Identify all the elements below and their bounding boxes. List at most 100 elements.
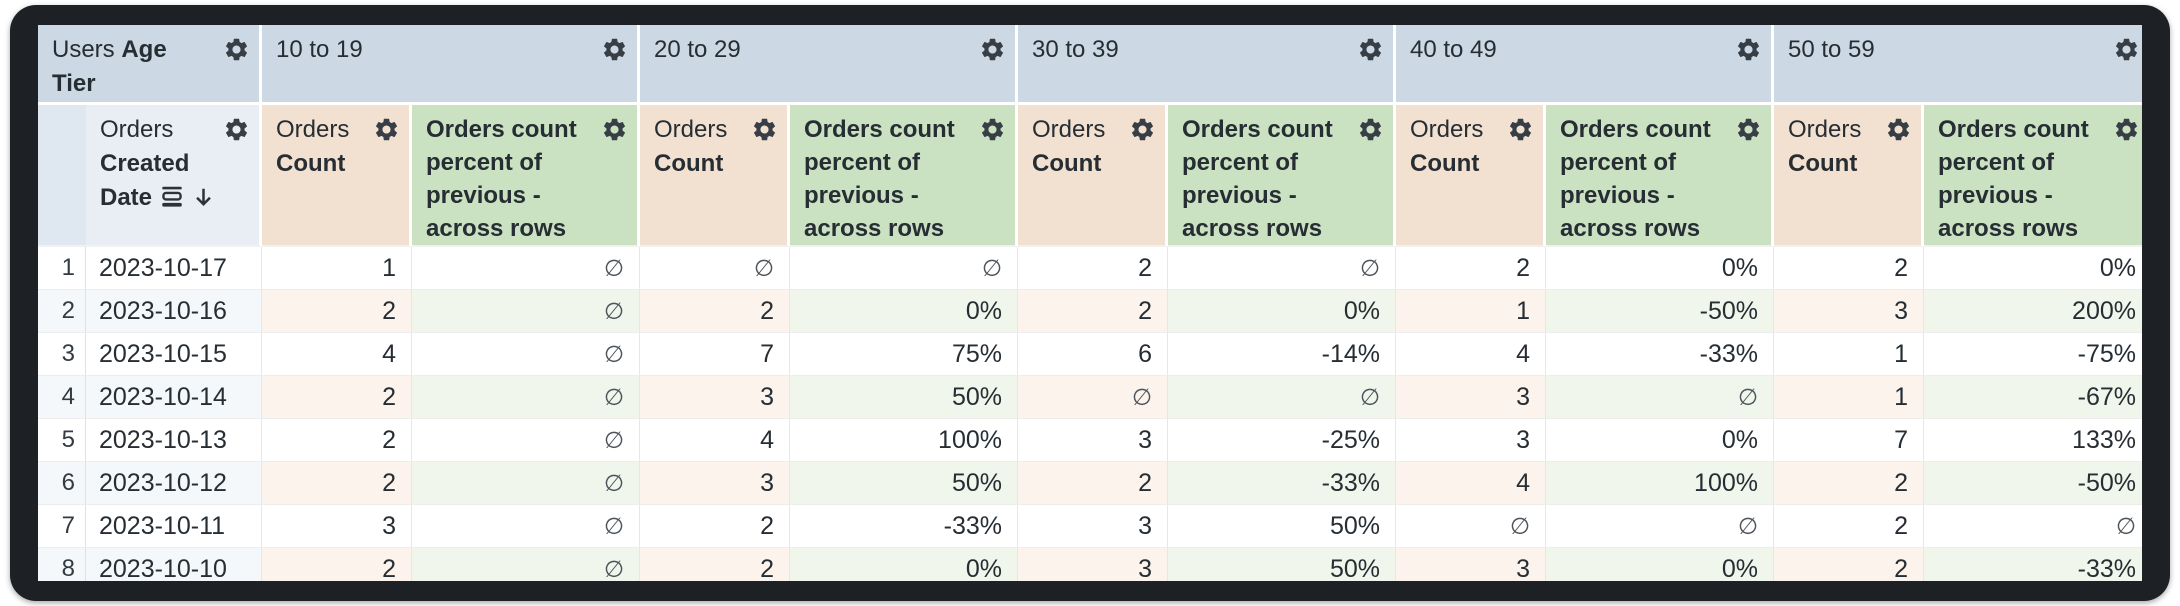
orders-count-cell[interactable]: 2 [1396, 247, 1546, 290]
table-calculation-header[interactable]: Orders count percent of previous - acros… [1546, 105, 1774, 247]
percent-of-previous-cell[interactable]: -33% [790, 505, 1018, 548]
orders-count-cell[interactable]: 3 [640, 462, 790, 505]
percent-of-previous-cell[interactable]: 133% [1924, 419, 2142, 462]
orders-count-cell[interactable]: 3 [1018, 419, 1168, 462]
gear-icon[interactable] [223, 116, 250, 143]
gear-icon[interactable] [1357, 36, 1384, 63]
orders-count-cell[interactable]: 3 [262, 505, 412, 548]
orders-count-cell[interactable]: 2 [1018, 290, 1168, 333]
orders-count-cell[interactable]: 3 [1018, 505, 1168, 548]
orders-count-cell[interactable]: 2 [262, 419, 412, 462]
percent-of-previous-cell[interactable]: ∅ [1168, 247, 1396, 290]
percent-of-previous-cell[interactable]: 0% [790, 290, 1018, 333]
percent-of-previous-cell[interactable]: ∅ [412, 462, 640, 505]
table-calculation-header[interactable]: Orders count percent of previous - acros… [412, 105, 640, 247]
orders-count-cell[interactable]: 2 [640, 290, 790, 333]
gear-icon[interactable] [1357, 116, 1384, 143]
percent-of-previous-cell[interactable]: -14% [1168, 333, 1396, 376]
gear-icon[interactable] [1735, 36, 1762, 63]
orders-count-cell[interactable]: 6 [1018, 333, 1168, 376]
percent-of-previous-cell[interactable]: 50% [1168, 505, 1396, 548]
measure-column-header[interactable]: Orders Count [1396, 105, 1546, 247]
percent-of-previous-cell[interactable]: 0% [1168, 290, 1396, 333]
percent-of-previous-cell[interactable]: -25% [1168, 419, 1396, 462]
date-cell[interactable]: 2023-10-10 [86, 548, 262, 581]
percent-of-previous-cell[interactable]: 50% [1168, 548, 1396, 581]
pivot-value-header[interactable]: 20 to 29 [640, 25, 1018, 105]
date-cell[interactable]: 2023-10-15 [86, 333, 262, 376]
gear-icon[interactable] [1507, 116, 1534, 143]
orders-count-cell[interactable]: 2 [640, 505, 790, 548]
percent-of-previous-cell[interactable]: ∅ [412, 247, 640, 290]
pivot-dimension-corner-header[interactable]: Users Age Tier (Integer) [38, 25, 262, 105]
measure-column-header[interactable]: Orders Count [640, 105, 790, 247]
orders-count-cell[interactable]: 2 [1774, 462, 1924, 505]
date-cell[interactable]: 2023-10-13 [86, 419, 262, 462]
percent-of-previous-cell[interactable]: 0% [790, 548, 1018, 581]
orders-count-cell[interactable]: 3 [1018, 548, 1168, 581]
orders-count-cell[interactable]: 4 [262, 333, 412, 376]
orders-count-cell[interactable]: 4 [1396, 462, 1546, 505]
gear-icon[interactable] [979, 36, 1006, 63]
pivot-value-header[interactable]: 50 to 59 [1774, 25, 2142, 105]
orders-count-cell[interactable]: 1 [1774, 376, 1924, 419]
orders-count-cell[interactable]: 2 [1774, 247, 1924, 290]
percent-of-previous-cell[interactable]: 100% [790, 419, 1018, 462]
orders-count-cell[interactable]: 2 [1774, 548, 1924, 581]
pivot-value-header[interactable]: 30 to 39 [1018, 25, 1396, 105]
date-cell[interactable]: 2023-10-11 [86, 505, 262, 548]
gear-icon[interactable] [1129, 116, 1156, 143]
gear-icon[interactable] [2113, 116, 2140, 143]
percent-of-previous-cell[interactable]: -33% [1546, 333, 1774, 376]
date-cell[interactable]: 2023-10-14 [86, 376, 262, 419]
date-cell[interactable]: 2023-10-17 [86, 247, 262, 290]
orders-count-cell[interactable]: 2 [262, 462, 412, 505]
table-calculation-header[interactable]: Orders count percent of previous - acros… [1168, 105, 1396, 247]
orders-count-cell[interactable]: 2 [1018, 247, 1168, 290]
gear-icon[interactable] [1735, 116, 1762, 143]
measure-column-header[interactable]: Orders Count [1774, 105, 1924, 247]
pivot-value-header[interactable]: 10 to 19 [262, 25, 640, 105]
orders-count-cell[interactable]: ∅ [640, 247, 790, 290]
pivot-value-header[interactable]: 40 to 49 [1396, 25, 1774, 105]
percent-of-previous-cell[interactable]: -33% [1168, 462, 1396, 505]
percent-of-previous-cell[interactable]: ∅ [1546, 376, 1774, 419]
gear-icon[interactable] [1885, 116, 1912, 143]
percent-of-previous-cell[interactable]: ∅ [412, 505, 640, 548]
orders-count-cell[interactable]: ∅ [1018, 376, 1168, 419]
date-cell[interactable]: 2023-10-16 [86, 290, 262, 333]
gear-icon[interactable] [751, 116, 778, 143]
orders-count-cell[interactable]: 3 [1396, 419, 1546, 462]
percent-of-previous-cell[interactable]: ∅ [412, 290, 640, 333]
orders-count-cell[interactable]: 7 [640, 333, 790, 376]
orders-count-cell[interactable]: 1 [1774, 333, 1924, 376]
percent-of-previous-cell[interactable]: 200% [1924, 290, 2142, 333]
orders-count-cell[interactable]: 2 [640, 548, 790, 581]
orders-count-cell[interactable]: 3 [640, 376, 790, 419]
orders-count-cell[interactable]: 4 [1396, 333, 1546, 376]
percent-of-previous-cell[interactable]: -33% [1924, 548, 2142, 581]
orders-count-cell[interactable]: 3 [1774, 290, 1924, 333]
orders-count-cell[interactable]: 3 [1396, 376, 1546, 419]
percent-of-previous-cell[interactable]: ∅ [412, 376, 640, 419]
table-calculation-header[interactable]: Orders count percent of previous - acros… [1924, 105, 2142, 247]
gear-icon[interactable] [2113, 36, 2140, 63]
gear-icon[interactable] [223, 36, 250, 63]
orders-count-cell[interactable]: 2 [262, 548, 412, 581]
percent-of-previous-cell[interactable]: 0% [1546, 548, 1774, 581]
date-cell[interactable]: 2023-10-12 [86, 462, 262, 505]
percent-of-previous-cell[interactable]: ∅ [412, 333, 640, 376]
measure-column-header[interactable]: Orders Count [1018, 105, 1168, 247]
percent-of-previous-cell[interactable]: 0% [1924, 247, 2142, 290]
percent-of-previous-cell[interactable]: -50% [1546, 290, 1774, 333]
percent-of-previous-cell[interactable]: ∅ [1546, 505, 1774, 548]
orders-count-cell[interactable]: 2 [262, 290, 412, 333]
percent-of-previous-cell[interactable]: 75% [790, 333, 1018, 376]
row-dimension-header[interactable]: Orders Created Date [86, 105, 262, 247]
percent-of-previous-cell[interactable]: 100% [1546, 462, 1774, 505]
percent-of-previous-cell[interactable]: 0% [1546, 247, 1774, 290]
gear-icon[interactable] [979, 116, 1006, 143]
orders-count-cell[interactable]: 1 [262, 247, 412, 290]
gear-icon[interactable] [601, 116, 628, 143]
orders-count-cell[interactable]: 2 [1018, 462, 1168, 505]
